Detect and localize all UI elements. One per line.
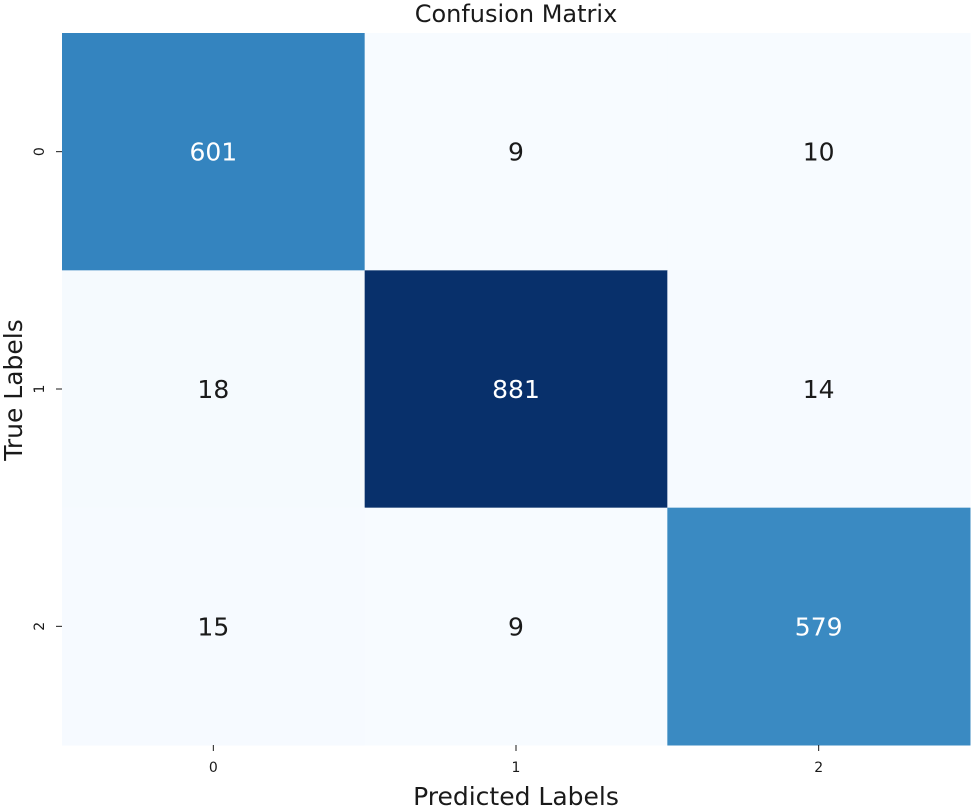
y-tick-label: 0	[32, 147, 48, 156]
x-tick-label: 2	[814, 760, 823, 776]
cell-value-label: 14	[803, 375, 835, 404]
heatmap-cell-r0-c2	[667, 33, 971, 271]
x-tick-label: 0	[209, 760, 218, 776]
cell-value-label: 601	[189, 138, 237, 167]
heatmap-cell-r0-c1	[364, 33, 668, 271]
x-tick-label: 1	[512, 760, 521, 776]
cell-value-label: 15	[197, 612, 229, 641]
heatmap-cell-r0-c0	[62, 33, 366, 271]
heatmap-cell-r2-c2	[667, 507, 971, 746]
y-axis-label: True Labels	[0, 319, 28, 462]
heatmap-cells: 601 9 10 18 881 14 15 9 579	[62, 33, 971, 746]
x-axis-label: Predicted Labels	[413, 782, 619, 810]
heatmap-cell-r1-c2	[667, 270, 971, 509]
heatmap-cell-r1-c0	[62, 270, 366, 509]
cell-value-label: 9	[508, 612, 524, 641]
heatmap-cell-r2-c0	[62, 507, 366, 746]
y-tick-label: 1	[32, 385, 48, 394]
cell-value-label: 9	[508, 138, 524, 167]
cell-value-label: 10	[803, 138, 835, 167]
heatmap-cell-r2-c1	[364, 507, 668, 746]
chart-title: Confusion Matrix	[415, 0, 618, 28]
cell-value-label: 579	[795, 612, 843, 641]
heatmap-cell-r1-c1	[364, 270, 668, 509]
cell-value-label: 18	[197, 375, 229, 404]
axis-ticks: 0 1 2 0 1 2	[32, 147, 823, 776]
cell-value-label: 881	[492, 375, 540, 404]
y-tick-label: 2	[32, 622, 48, 631]
